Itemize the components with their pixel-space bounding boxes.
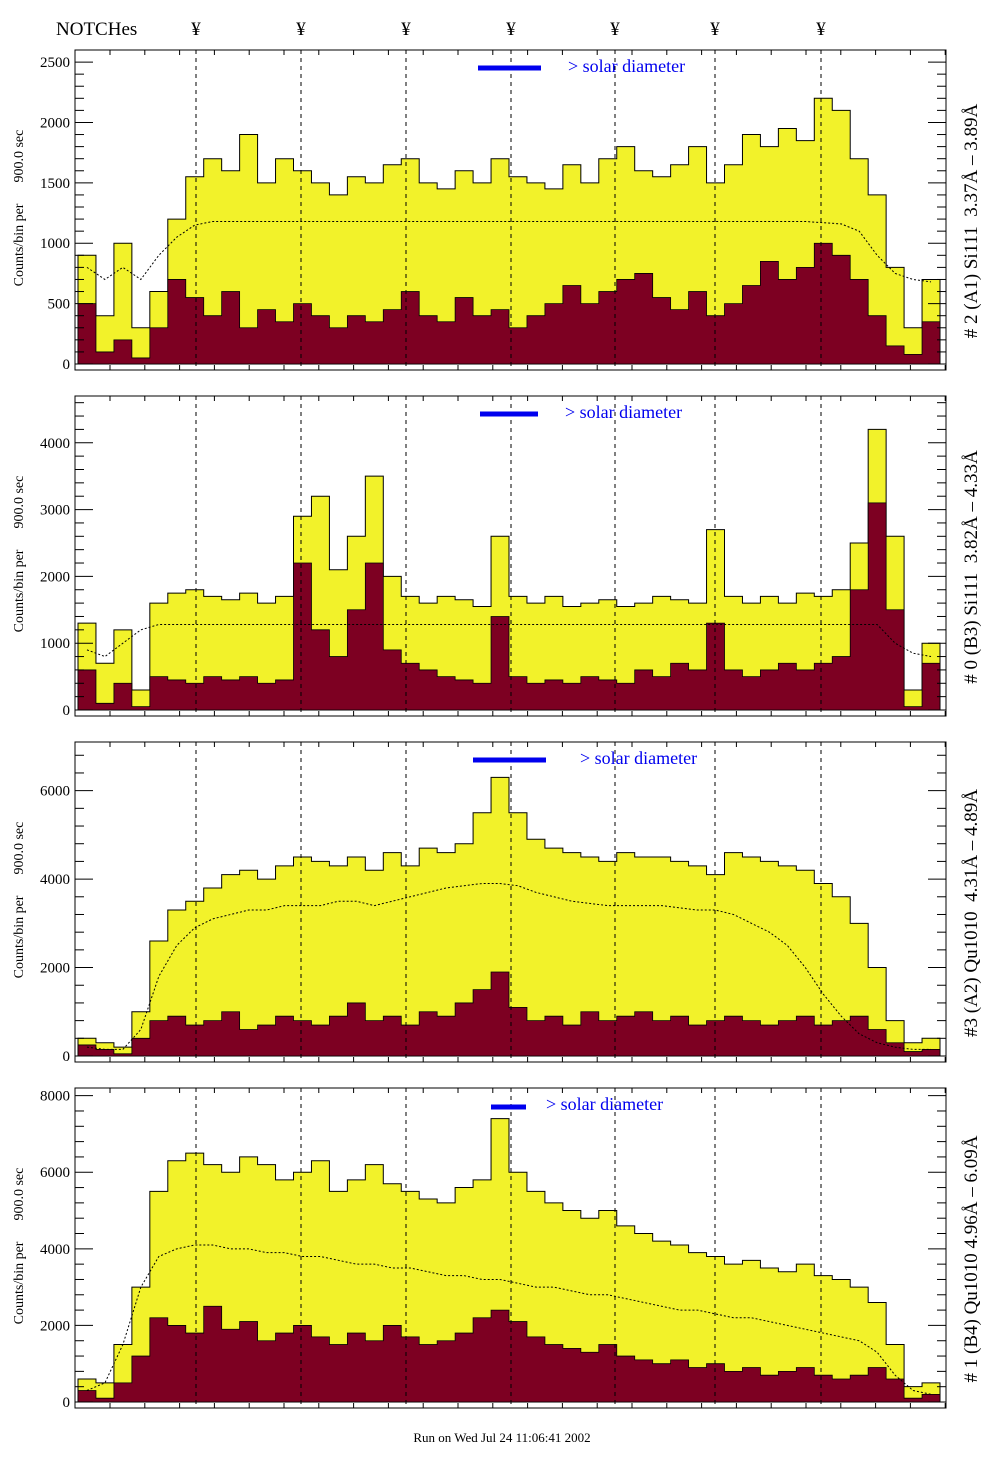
y-tick-label: 2000	[40, 1318, 70, 1334]
y-tick-label: 0	[63, 1395, 71, 1411]
y-tick-label: 2000	[40, 569, 70, 585]
y-tick-label: 3000	[40, 503, 70, 519]
y-axis-label-3: Counts/bin per 900.0 sec	[12, 821, 27, 979]
notch-marker: ¥	[401, 19, 411, 40]
filtered-counts-histogram	[77, 242, 941, 365]
legend-solar-diameter-4: > solar diameter	[546, 1094, 664, 1114]
y-tick-label: 2000	[40, 115, 70, 131]
y-tick-label: 1500	[40, 176, 70, 192]
notch-marker: ¥	[191, 19, 201, 40]
y-tick-label: 0	[63, 1049, 71, 1065]
filtered-counts-histogram	[77, 502, 941, 711]
panel-frame	[74, 1087, 947, 1409]
legend-solar-diameter-1: > solar diameter	[568, 56, 686, 76]
panel-frame	[74, 395, 947, 717]
notch-marker: ¥	[816, 19, 826, 40]
mean-curve	[86, 220, 932, 283]
panel-title-4: # 1 (B4) Qu1010 4.96Å – 6.09Å	[961, 1135, 982, 1383]
notch-marker: ¥	[610, 19, 620, 40]
y-tick-label: 1000	[40, 636, 70, 652]
notch-marker: ¥	[296, 19, 306, 40]
run-timestamp: Run on Wed Jul 24 11:06:41 2002	[413, 1430, 591, 1445]
y-tick-label: 6000	[40, 1165, 70, 1181]
legend-solar-diameter-3: > solar diameter	[580, 748, 698, 768]
y-tick-label: 1000	[40, 236, 70, 252]
y-axis-label-2: Counts/bin per 900.0 sec	[12, 475, 27, 633]
y-tick-label: 4000	[40, 436, 70, 452]
y-tick-label: 500	[48, 297, 71, 313]
y-tick-label: 6000	[40, 784, 70, 800]
y-tick-label: 0	[63, 357, 71, 373]
filtered-counts-histogram	[77, 1305, 941, 1403]
filtered-counts-histogram	[77, 971, 941, 1057]
panel-frame	[74, 741, 947, 1063]
mean-curve	[86, 883, 932, 1050]
y-tick-label: 2000	[40, 961, 70, 977]
y-tick-label: 8000	[40, 1089, 70, 1105]
y-tick-label: 2500	[40, 55, 70, 71]
legend-solar-diameter-2: > solar diameter	[565, 402, 683, 422]
mean-curve	[86, 1244, 932, 1395]
y-axis-label-4: Counts/bin per 900.0 sec	[12, 1167, 27, 1325]
y-tick-label: 4000	[40, 1242, 70, 1258]
notch-marker: ¥	[710, 19, 720, 40]
total-counts-histogram	[77, 776, 941, 1057]
panel-frame	[74, 49, 947, 371]
y-tick-label: 0	[63, 703, 71, 719]
panel-title-1: # 2 (A1) Si111 3.37Å – 3.89Å	[961, 103, 982, 339]
mean-curve	[86, 623, 932, 658]
y-tick-label: 4000	[40, 872, 70, 888]
total-counts-histogram	[77, 97, 941, 365]
notch-marker: ¥	[506, 19, 516, 40]
panel-title-2: # 0 (B3) Si111 3.82Å – 4.33Å	[961, 450, 982, 684]
y-axis-label-1: Counts/bin per 900.0 sec	[12, 129, 27, 287]
panel-title-3: #3 (A2) Qu1010 4.31Å – 4.89Å	[961, 788, 982, 1038]
notches-label: NOTCHes	[56, 19, 138, 40]
